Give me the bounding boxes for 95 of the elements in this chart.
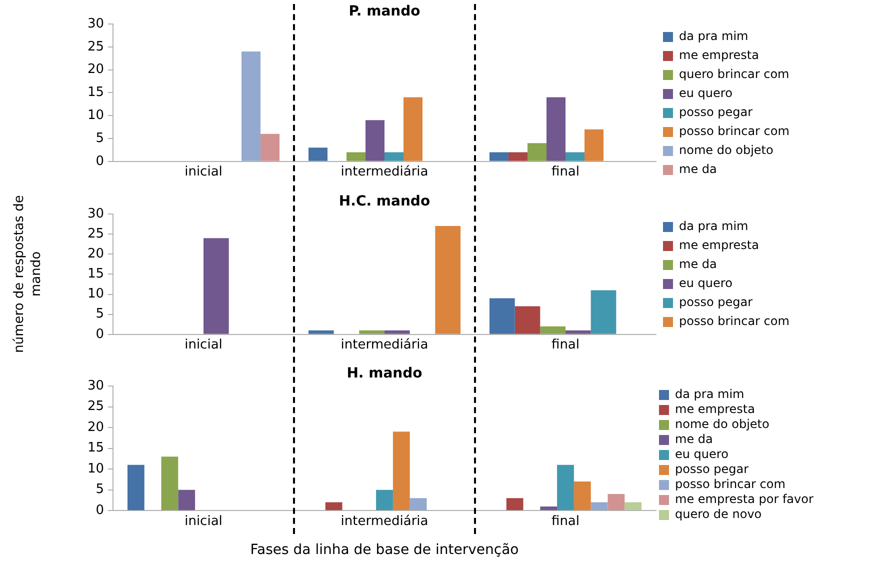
legend-label: nome do objeto bbox=[679, 143, 774, 158]
bar bbox=[308, 148, 328, 161]
chart-title: H. mando bbox=[346, 366, 423, 382]
y-axis-title: número de respostas de mando bbox=[11, 194, 45, 355]
x-tick-label: intermediária bbox=[340, 164, 428, 180]
bar bbox=[557, 464, 574, 510]
x-axis-title: Fases da linha de base de intervenção bbox=[250, 542, 519, 558]
bar bbox=[308, 330, 334, 334]
y-tick-label: 10 bbox=[87, 461, 104, 476]
x-tick-label: intermediária bbox=[340, 338, 428, 353]
bar bbox=[365, 120, 384, 161]
y-tick-label: 0 bbox=[96, 154, 104, 169]
bar bbox=[178, 490, 196, 510]
y-tick-label: 10 bbox=[87, 286, 104, 302]
legend-label: me empresta por favor bbox=[675, 492, 814, 506]
legend-label: me empresta bbox=[679, 48, 759, 62]
x-tick-label: inicial bbox=[184, 338, 222, 353]
y-tick-label: 15 bbox=[87, 440, 104, 456]
x-tick-label: intermediária bbox=[340, 514, 428, 529]
chart-title: P. mando bbox=[348, 4, 421, 20]
y-tick-label: 25 bbox=[87, 399, 104, 414]
bar bbox=[608, 494, 625, 510]
legend-label: eu quero bbox=[679, 86, 732, 100]
bar bbox=[566, 152, 585, 161]
bar bbox=[260, 134, 280, 161]
y-tick-label: 20 bbox=[87, 62, 104, 78]
bar bbox=[506, 498, 524, 510]
legend-label: me da bbox=[679, 162, 717, 176]
bar bbox=[566, 330, 591, 334]
bar bbox=[346, 152, 366, 161]
y-tick-label: 30 bbox=[87, 16, 104, 32]
legend-label: posso brincar com bbox=[675, 477, 786, 492]
y-tick-label: 10 bbox=[87, 108, 104, 123]
y-tick-label: 15 bbox=[87, 85, 104, 100]
legend-label: da pra mim bbox=[679, 29, 748, 44]
chart-title: H.C. mando bbox=[338, 194, 430, 210]
legend-label: quero de novo bbox=[675, 507, 762, 522]
legend-label: me da bbox=[675, 432, 713, 446]
y-tick-label: 30 bbox=[87, 206, 104, 222]
x-tick-label: final bbox=[551, 164, 580, 180]
y-tick-label: 25 bbox=[87, 39, 104, 54]
legend-label: me empresta bbox=[675, 402, 755, 416]
bar bbox=[624, 502, 642, 510]
legend-label: posso brincar com bbox=[679, 314, 790, 328]
bar bbox=[359, 330, 384, 334]
bar bbox=[584, 129, 604, 161]
bar bbox=[325, 502, 342, 510]
x-tick-label: inicial bbox=[184, 164, 222, 180]
y-tick-label: 25 bbox=[87, 226, 104, 242]
y-tick-label: 0 bbox=[96, 326, 104, 342]
bar bbox=[590, 290, 616, 334]
legend-label: posso pegar bbox=[679, 295, 753, 310]
bar bbox=[546, 97, 566, 161]
legend-label: eu quero bbox=[679, 276, 732, 290]
bar bbox=[410, 498, 427, 510]
bar bbox=[574, 482, 591, 510]
bar bbox=[590, 502, 608, 510]
y-tick-label: 0 bbox=[96, 502, 104, 518]
bar bbox=[161, 456, 178, 510]
legend-label: posso pegar bbox=[675, 462, 749, 476]
bar bbox=[540, 506, 558, 510]
bar bbox=[242, 51, 261, 161]
legend-label: nome do objeto bbox=[675, 417, 770, 432]
bar bbox=[435, 226, 461, 334]
legend-label: me empresta bbox=[679, 238, 759, 252]
bar bbox=[127, 464, 144, 510]
legend-label: da pra mim bbox=[679, 219, 748, 234]
y-tick-label: 20 bbox=[87, 246, 104, 262]
bar bbox=[384, 152, 404, 161]
bar bbox=[404, 97, 423, 161]
y-tick-label: 5 bbox=[96, 130, 104, 146]
bar bbox=[527, 143, 546, 161]
legend-label: da pra mim bbox=[675, 387, 744, 402]
bar bbox=[508, 152, 528, 161]
legend-label: quero brincar com bbox=[679, 67, 790, 82]
legend-label: posso brincar com bbox=[679, 124, 790, 138]
x-tick-label: inicial bbox=[184, 514, 222, 529]
y-tick-label: 30 bbox=[87, 378, 104, 394]
y-tick-label: 15 bbox=[87, 266, 104, 282]
bar bbox=[204, 238, 229, 334]
y-tick-label: 5 bbox=[96, 306, 104, 322]
bar bbox=[540, 326, 566, 334]
y-tick-label: 5 bbox=[96, 482, 104, 498]
bar bbox=[392, 432, 410, 510]
x-tick-label: final bbox=[551, 338, 580, 353]
x-tick-label: final bbox=[551, 514, 580, 529]
legend-label: posso pegar bbox=[679, 105, 753, 120]
y-tick-label: 20 bbox=[87, 420, 104, 435]
bar bbox=[514, 306, 540, 334]
bar bbox=[376, 490, 393, 510]
bar bbox=[489, 298, 515, 334]
bar bbox=[384, 330, 410, 334]
bar bbox=[489, 152, 508, 161]
legend-label: eu quero bbox=[675, 447, 728, 462]
legend-label: me da bbox=[679, 257, 717, 272]
